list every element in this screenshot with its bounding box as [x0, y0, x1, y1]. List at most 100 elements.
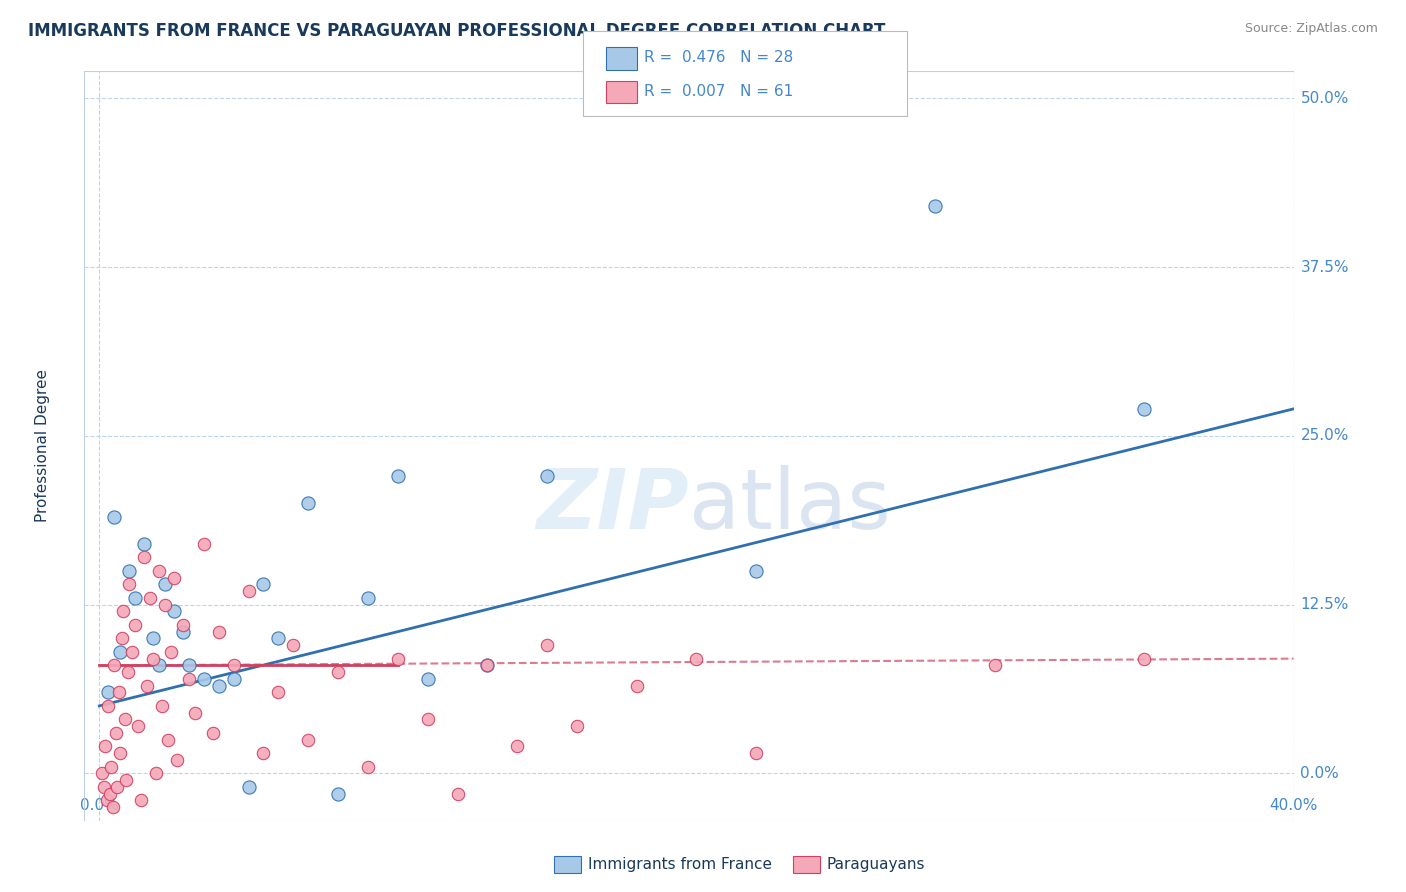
- Point: [685, 651, 707, 665]
- Point: [132, 537, 155, 551]
- Point: [297, 732, 319, 747]
- Point: [177, 672, 200, 686]
- Point: [416, 712, 439, 726]
- Point: [267, 632, 290, 646]
- Point: [115, 773, 138, 788]
- Text: 25.0%: 25.0%: [1301, 428, 1348, 443]
- Point: [184, 706, 207, 720]
- Point: [208, 624, 231, 639]
- Point: [536, 638, 558, 652]
- Point: [97, 698, 120, 713]
- Point: [536, 469, 558, 483]
- Point: [446, 787, 468, 801]
- Point: [132, 550, 155, 565]
- Point: [745, 746, 768, 760]
- Point: [238, 584, 260, 599]
- Point: [326, 665, 349, 680]
- Point: [416, 672, 439, 686]
- Point: [121, 645, 143, 659]
- Point: [160, 645, 183, 659]
- Point: [477, 658, 499, 673]
- Point: [193, 672, 215, 686]
- Point: [172, 618, 194, 632]
- Text: Professional Degree: Professional Degree: [35, 369, 49, 523]
- Point: [238, 780, 260, 794]
- Text: R =  0.007   N = 61: R = 0.007 N = 61: [644, 85, 793, 99]
- Text: 0.0%: 0.0%: [80, 798, 118, 814]
- Point: [222, 658, 245, 673]
- Point: [150, 698, 173, 713]
- Point: [107, 685, 129, 699]
- Point: [111, 632, 134, 646]
- Text: Immigrants from France: Immigrants from France: [588, 857, 772, 872]
- Point: [105, 780, 128, 794]
- Point: [142, 632, 165, 646]
- Point: [139, 591, 162, 605]
- Point: [267, 685, 290, 699]
- Point: [101, 800, 124, 814]
- Point: [984, 658, 1007, 673]
- Point: [124, 591, 146, 605]
- Point: [98, 787, 121, 801]
- Point: [326, 787, 349, 801]
- Text: IMMIGRANTS FROM FRANCE VS PARAGUAYAN PROFESSIONAL DEGREE CORRELATION CHART: IMMIGRANTS FROM FRANCE VS PARAGUAYAN PRO…: [28, 22, 886, 40]
- Point: [506, 739, 529, 754]
- Point: [93, 780, 115, 794]
- Point: [1133, 401, 1156, 416]
- Point: [252, 746, 274, 760]
- Point: [108, 746, 131, 760]
- Point: [297, 496, 319, 510]
- Text: Source: ZipAtlas.com: Source: ZipAtlas.com: [1244, 22, 1378, 36]
- Point: [222, 672, 245, 686]
- Point: [193, 537, 215, 551]
- Point: [1133, 651, 1156, 665]
- Point: [112, 604, 135, 618]
- Point: [163, 604, 186, 618]
- Point: [163, 571, 186, 585]
- Text: 12.5%: 12.5%: [1301, 597, 1348, 612]
- Point: [201, 726, 224, 740]
- Point: [283, 638, 305, 652]
- Bar: [84, 71, 1294, 821]
- Point: [357, 591, 380, 605]
- Point: [136, 679, 159, 693]
- Point: [626, 679, 648, 693]
- Point: [97, 685, 120, 699]
- Point: [100, 759, 122, 773]
- Text: atlas: atlas: [689, 466, 890, 547]
- Point: [252, 577, 274, 591]
- Point: [91, 766, 114, 780]
- Text: 50.0%: 50.0%: [1301, 91, 1348, 106]
- Point: [124, 618, 146, 632]
- Point: [153, 598, 176, 612]
- Point: [148, 658, 170, 673]
- Point: [129, 793, 152, 807]
- Text: 37.5%: 37.5%: [1301, 260, 1348, 275]
- Point: [142, 651, 165, 665]
- Point: [148, 564, 170, 578]
- Point: [103, 509, 125, 524]
- Point: [127, 719, 149, 733]
- Point: [103, 658, 125, 673]
- Text: 0.0%: 0.0%: [1301, 766, 1339, 780]
- Point: [565, 719, 588, 733]
- Point: [156, 732, 179, 747]
- Point: [117, 665, 139, 680]
- Point: [387, 651, 409, 665]
- Text: R =  0.476   N = 28: R = 0.476 N = 28: [644, 51, 793, 65]
- Point: [153, 577, 176, 591]
- Point: [166, 753, 188, 767]
- Point: [357, 759, 380, 773]
- Point: [387, 469, 409, 483]
- Text: ZIP: ZIP: [536, 466, 689, 547]
- Point: [172, 624, 194, 639]
- Point: [924, 199, 946, 213]
- Text: Paraguayans: Paraguayans: [827, 857, 925, 872]
- Point: [745, 564, 768, 578]
- Point: [118, 577, 141, 591]
- Point: [104, 726, 127, 740]
- Point: [108, 645, 131, 659]
- Point: [477, 658, 499, 673]
- Point: [94, 739, 117, 754]
- Text: 40.0%: 40.0%: [1270, 798, 1317, 814]
